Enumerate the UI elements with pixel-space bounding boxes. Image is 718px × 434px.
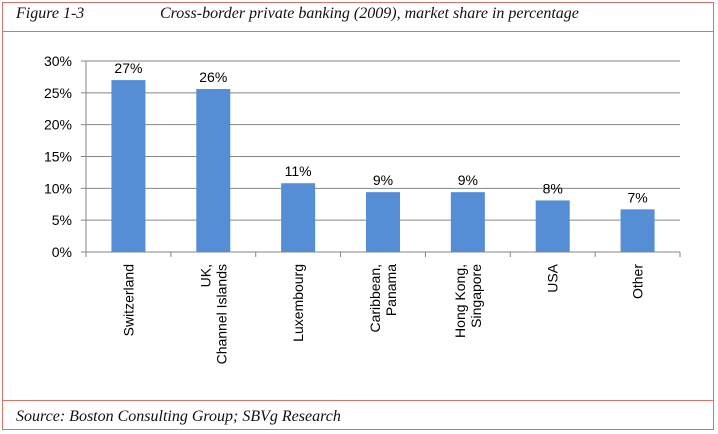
category-label-line: Panama — [383, 264, 399, 316]
bar — [281, 183, 316, 252]
category-label-line: Caribbean, — [367, 264, 383, 333]
y-tick-label: 15% — [44, 149, 72, 165]
y-tick-label: 30% — [44, 53, 72, 69]
category-label: Caribbean, Panama — [367, 264, 399, 333]
category-label: Hong Kong, Singapore — [452, 264, 484, 338]
category-label-line: UK, — [197, 264, 213, 287]
category-label-line: Channel Islands — [213, 264, 229, 364]
category-label-line: Switzerland — [120, 264, 136, 336]
category-label-line: USA — [545, 263, 561, 292]
y-tick-label: 10% — [44, 180, 72, 196]
category-label: USA — [545, 263, 561, 292]
category-label: UK, Channel Islands — [197, 264, 229, 364]
data-label: 8% — [543, 180, 563, 196]
category-label-line: Hong Kong, — [452, 264, 468, 338]
category-label-line: Other — [630, 264, 646, 299]
data-label: 26% — [199, 69, 227, 85]
data-label: 27% — [114, 60, 142, 76]
data-label: 7% — [627, 189, 647, 205]
bar — [366, 192, 400, 252]
category-label: Luxembourg — [290, 264, 306, 342]
bottom-divider — [2, 400, 714, 401]
figure-label: Figure 1-3 — [16, 5, 85, 22]
bar — [450, 192, 485, 252]
figure-title: Cross-border private banking (2009), mar… — [160, 5, 579, 22]
data-label: 11% — [285, 163, 312, 179]
bar — [620, 209, 655, 252]
figure-source: Source: Boston Consulting Group; SBVg Re… — [16, 408, 341, 425]
category-label-line: Luxembourg — [290, 264, 306, 342]
top-divider — [2, 31, 714, 32]
bar — [111, 80, 146, 252]
y-tick-label: 25% — [44, 85, 72, 101]
category-label-line: Singapore — [468, 264, 484, 328]
y-tick-label: 0% — [52, 244, 72, 260]
bar — [196, 89, 231, 252]
bar — [535, 200, 570, 252]
category-label: Other — [630, 264, 646, 299]
data-label: 9% — [373, 172, 393, 188]
category-label: Switzerland — [120, 264, 136, 336]
data-label: 9% — [458, 172, 478, 188]
y-tick-label: 5% — [52, 212, 72, 228]
y-tick-label: 20% — [44, 117, 72, 133]
